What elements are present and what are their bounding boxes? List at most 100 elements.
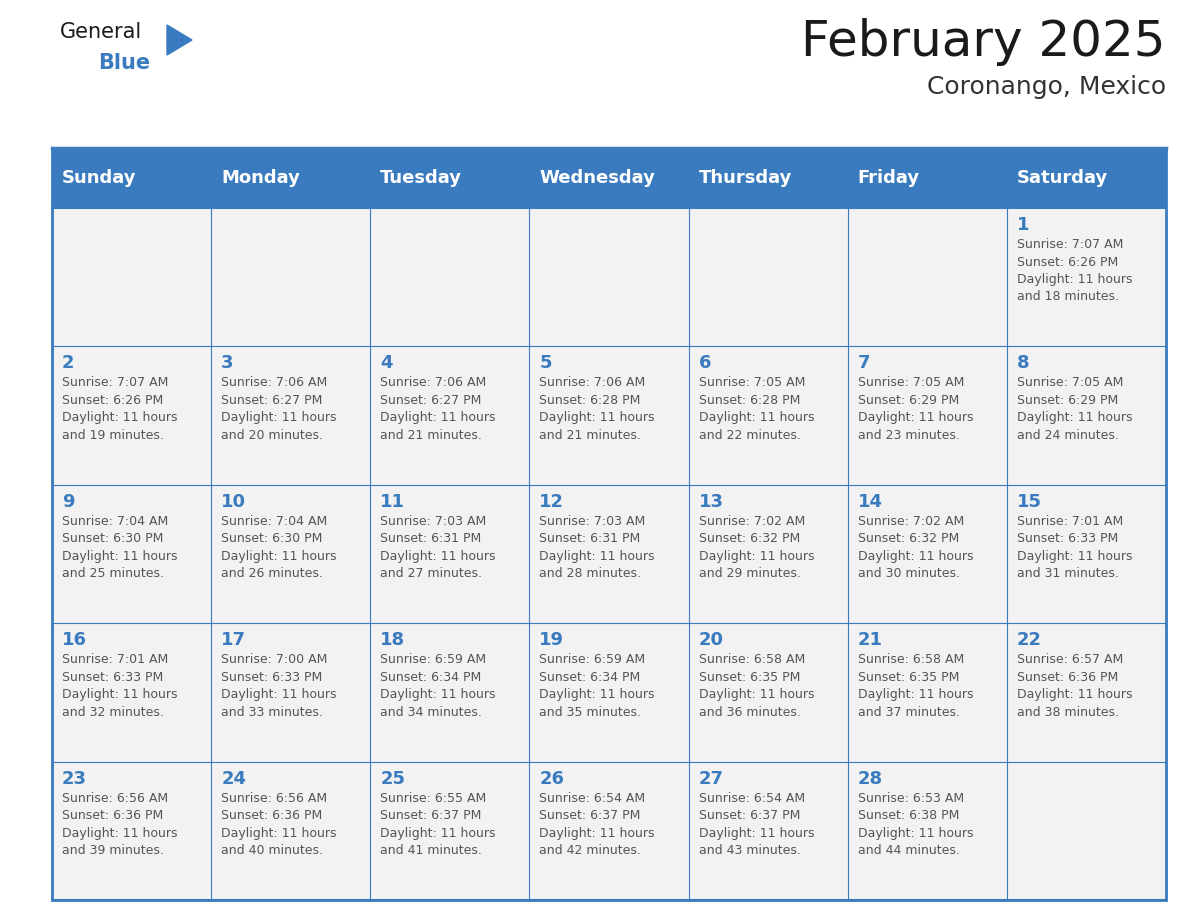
Text: 23: 23 — [62, 769, 87, 788]
Text: and 32 minutes.: and 32 minutes. — [62, 706, 164, 719]
Text: and 38 minutes.: and 38 minutes. — [1017, 706, 1119, 719]
Text: Daylight: 11 hours: Daylight: 11 hours — [699, 826, 814, 840]
Text: Daylight: 11 hours: Daylight: 11 hours — [380, 688, 495, 701]
Text: 9: 9 — [62, 493, 75, 510]
Text: Sunrise: 7:06 AM: Sunrise: 7:06 AM — [221, 376, 328, 389]
Text: and 23 minutes.: and 23 minutes. — [858, 429, 960, 442]
Text: Sunrise: 7:06 AM: Sunrise: 7:06 AM — [380, 376, 487, 389]
Text: Sunset: 6:35 PM: Sunset: 6:35 PM — [858, 671, 959, 684]
Text: and 20 minutes.: and 20 minutes. — [221, 429, 323, 442]
Text: Sunrise: 6:53 AM: Sunrise: 6:53 AM — [858, 791, 963, 804]
Text: Sunrise: 7:05 AM: Sunrise: 7:05 AM — [699, 376, 805, 389]
Text: Sunrise: 7:03 AM: Sunrise: 7:03 AM — [539, 515, 646, 528]
Text: Wednesday: Wednesday — [539, 169, 656, 187]
Text: Sunset: 6:26 PM: Sunset: 6:26 PM — [1017, 255, 1118, 268]
Text: Sunday: Sunday — [62, 169, 137, 187]
Text: 10: 10 — [221, 493, 246, 510]
Text: Sunrise: 7:00 AM: Sunrise: 7:00 AM — [221, 654, 328, 666]
Text: 22: 22 — [1017, 632, 1042, 649]
Text: 12: 12 — [539, 493, 564, 510]
Text: Blue: Blue — [97, 53, 150, 73]
Text: Sunset: 6:36 PM: Sunset: 6:36 PM — [1017, 671, 1118, 684]
Text: Sunrise: 7:06 AM: Sunrise: 7:06 AM — [539, 376, 646, 389]
Text: Sunrise: 6:54 AM: Sunrise: 6:54 AM — [539, 791, 645, 804]
Text: Sunrise: 7:02 AM: Sunrise: 7:02 AM — [858, 515, 963, 528]
Text: Daylight: 11 hours: Daylight: 11 hours — [1017, 411, 1132, 424]
Text: and 18 minutes.: and 18 minutes. — [1017, 290, 1119, 304]
Text: and 37 minutes.: and 37 minutes. — [858, 706, 960, 719]
Text: Daylight: 11 hours: Daylight: 11 hours — [62, 688, 177, 701]
Text: and 39 minutes.: and 39 minutes. — [62, 844, 164, 857]
Text: Sunset: 6:34 PM: Sunset: 6:34 PM — [539, 671, 640, 684]
Text: 18: 18 — [380, 632, 405, 649]
Text: Sunset: 6:33 PM: Sunset: 6:33 PM — [62, 671, 163, 684]
Text: and 21 minutes.: and 21 minutes. — [539, 429, 642, 442]
Text: 27: 27 — [699, 769, 723, 788]
Text: Sunset: 6:27 PM: Sunset: 6:27 PM — [221, 394, 322, 407]
Text: 11: 11 — [380, 493, 405, 510]
Text: and 34 minutes.: and 34 minutes. — [380, 706, 482, 719]
Text: Sunrise: 6:56 AM: Sunrise: 6:56 AM — [62, 791, 169, 804]
Text: and 41 minutes.: and 41 minutes. — [380, 844, 482, 857]
Text: and 42 minutes.: and 42 minutes. — [539, 844, 642, 857]
Text: Sunset: 6:37 PM: Sunset: 6:37 PM — [539, 809, 640, 823]
Text: Sunrise: 6:55 AM: Sunrise: 6:55 AM — [380, 791, 487, 804]
Text: 1: 1 — [1017, 216, 1029, 234]
Text: Sunrise: 6:54 AM: Sunrise: 6:54 AM — [699, 791, 804, 804]
Text: 15: 15 — [1017, 493, 1042, 510]
Text: Sunrise: 6:59 AM: Sunrise: 6:59 AM — [539, 654, 645, 666]
Text: Daylight: 11 hours: Daylight: 11 hours — [62, 826, 177, 840]
Text: 25: 25 — [380, 769, 405, 788]
Text: and 24 minutes.: and 24 minutes. — [1017, 429, 1119, 442]
Text: 16: 16 — [62, 632, 87, 649]
Text: Daylight: 11 hours: Daylight: 11 hours — [539, 411, 655, 424]
Text: Sunset: 6:27 PM: Sunset: 6:27 PM — [380, 394, 481, 407]
Text: Monday: Monday — [221, 169, 301, 187]
Text: Thursday: Thursday — [699, 169, 792, 187]
Text: Sunset: 6:30 PM: Sunset: 6:30 PM — [221, 532, 322, 545]
Text: General: General — [61, 22, 143, 42]
Text: Daylight: 11 hours: Daylight: 11 hours — [539, 688, 655, 701]
Text: Sunrise: 6:58 AM: Sunrise: 6:58 AM — [858, 654, 963, 666]
Text: 28: 28 — [858, 769, 883, 788]
Text: Sunset: 6:34 PM: Sunset: 6:34 PM — [380, 671, 481, 684]
Text: Sunset: 6:37 PM: Sunset: 6:37 PM — [699, 809, 800, 823]
Text: and 30 minutes.: and 30 minutes. — [858, 567, 960, 580]
Text: 14: 14 — [858, 493, 883, 510]
Text: and 31 minutes.: and 31 minutes. — [1017, 567, 1119, 580]
Text: and 27 minutes.: and 27 minutes. — [380, 567, 482, 580]
Text: and 44 minutes.: and 44 minutes. — [858, 844, 960, 857]
Text: Sunset: 6:32 PM: Sunset: 6:32 PM — [858, 532, 959, 545]
Text: Sunset: 6:37 PM: Sunset: 6:37 PM — [380, 809, 481, 823]
Text: Sunrise: 6:58 AM: Sunrise: 6:58 AM — [699, 654, 804, 666]
Text: 13: 13 — [699, 493, 723, 510]
Text: Daylight: 11 hours: Daylight: 11 hours — [221, 688, 336, 701]
Bar — [52, 148, 1165, 208]
Text: and 35 minutes.: and 35 minutes. — [539, 706, 642, 719]
Text: Sunset: 6:35 PM: Sunset: 6:35 PM — [699, 671, 800, 684]
Text: Daylight: 11 hours: Daylight: 11 hours — [380, 550, 495, 563]
Text: Daylight: 11 hours: Daylight: 11 hours — [1017, 550, 1132, 563]
Text: and 22 minutes.: and 22 minutes. — [699, 429, 801, 442]
Text: Sunset: 6:26 PM: Sunset: 6:26 PM — [62, 394, 163, 407]
Text: Daylight: 11 hours: Daylight: 11 hours — [62, 411, 177, 424]
Text: Sunset: 6:32 PM: Sunset: 6:32 PM — [699, 532, 800, 545]
Text: Sunset: 6:38 PM: Sunset: 6:38 PM — [858, 809, 959, 823]
Text: Daylight: 11 hours: Daylight: 11 hours — [858, 826, 973, 840]
Text: 6: 6 — [699, 354, 712, 373]
Text: 7: 7 — [858, 354, 871, 373]
Bar — [52, 148, 1165, 900]
Text: Sunrise: 7:01 AM: Sunrise: 7:01 AM — [62, 654, 169, 666]
Text: Daylight: 11 hours: Daylight: 11 hours — [62, 550, 177, 563]
Text: Daylight: 11 hours: Daylight: 11 hours — [858, 688, 973, 701]
Text: Coronango, Mexico: Coronango, Mexico — [927, 75, 1165, 99]
Text: and 29 minutes.: and 29 minutes. — [699, 567, 801, 580]
Text: Sunset: 6:30 PM: Sunset: 6:30 PM — [62, 532, 164, 545]
Text: Sunset: 6:28 PM: Sunset: 6:28 PM — [699, 394, 800, 407]
Text: Friday: Friday — [858, 169, 920, 187]
Text: and 28 minutes.: and 28 minutes. — [539, 567, 642, 580]
Text: Sunset: 6:31 PM: Sunset: 6:31 PM — [539, 532, 640, 545]
Text: Sunset: 6:33 PM: Sunset: 6:33 PM — [221, 671, 322, 684]
Text: 8: 8 — [1017, 354, 1030, 373]
Text: Daylight: 11 hours: Daylight: 11 hours — [221, 550, 336, 563]
